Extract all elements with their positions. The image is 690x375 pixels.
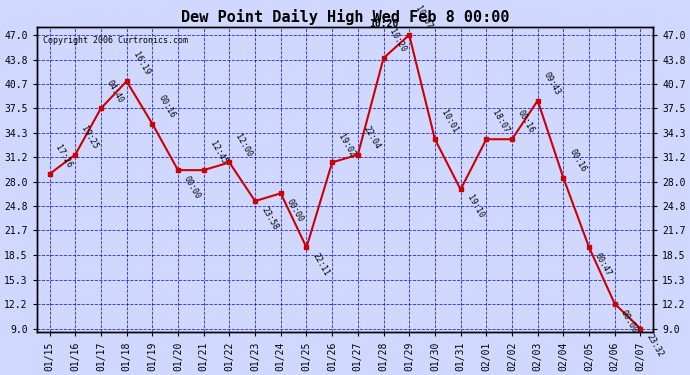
- Text: 00:16: 00:16: [568, 147, 588, 174]
- Text: 22:04: 22:04: [362, 124, 382, 150]
- Text: 19:10: 19:10: [465, 194, 485, 220]
- Text: 10:07: 10:07: [413, 4, 434, 31]
- Text: 19:02: 19:02: [336, 132, 357, 158]
- Text: 18:07: 18:07: [491, 109, 511, 135]
- Text: 00:00: 00:00: [285, 198, 305, 223]
- Text: 12:00: 12:00: [233, 132, 254, 158]
- Text: 00:47: 00:47: [593, 252, 613, 278]
- Text: 19:25: 19:25: [79, 124, 99, 150]
- Text: 12:45: 12:45: [208, 140, 228, 166]
- Text: 10:20: 10:20: [388, 28, 408, 54]
- Text: 10:01: 10:01: [439, 109, 460, 135]
- Text: 00:00: 00:00: [619, 308, 639, 334]
- Text: 16:19: 16:19: [131, 51, 151, 77]
- Text: 23:58: 23:58: [259, 205, 279, 231]
- Text: Copyright 2006 Curtronics.com: Copyright 2006 Curtronics.com: [43, 36, 188, 45]
- Text: 17:26: 17:26: [54, 144, 74, 170]
- Text: 23:32: 23:32: [644, 333, 665, 359]
- Text: 00:16: 00:16: [157, 93, 177, 120]
- Text: 09:43: 09:43: [542, 70, 562, 96]
- Title: Dew Point Daily High Wed Feb 8 00:00: Dew Point Daily High Wed Feb 8 00:00: [181, 9, 509, 25]
- Text: 04:40: 04:40: [105, 78, 126, 104]
- Text: 00:16: 00:16: [516, 109, 536, 135]
- Text: 00:00: 00:00: [182, 174, 202, 201]
- Text: 10:20: 10:20: [369, 19, 398, 29]
- Text: 22:11: 22:11: [310, 252, 331, 278]
